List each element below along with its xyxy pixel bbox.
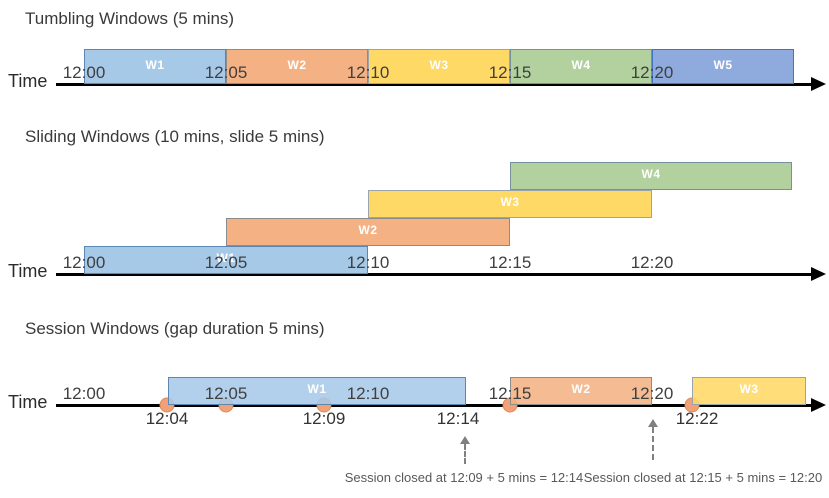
axis-tick-label: 12:20 bbox=[630, 253, 674, 272]
time-axis-line bbox=[56, 404, 812, 407]
time-axis-label: Time bbox=[8, 261, 48, 281]
window-label: W1 bbox=[307, 382, 327, 396]
window-label: W2 bbox=[358, 223, 378, 237]
axis-tick-label: 12:05 bbox=[204, 253, 248, 272]
section-title: Sliding Windows (10 mins, slide 5 mins) bbox=[25, 127, 325, 146]
window-bar-w3: W3 bbox=[368, 49, 510, 84]
session-closed-arrow-icon bbox=[460, 436, 470, 444]
window-label: W3 bbox=[429, 57, 449, 72]
axis-tick-label: 12:10 bbox=[346, 253, 390, 272]
axis-tick-label: 12:20 bbox=[630, 384, 674, 403]
axis-tick-label: 12:20 bbox=[630, 63, 674, 82]
axis-tick-label: 12:00 bbox=[62, 63, 106, 82]
time-axis-label: Time bbox=[8, 71, 48, 91]
axis-arrowhead-icon bbox=[811, 77, 826, 91]
section-title: Tumbling Windows (5 mins) bbox=[25, 9, 235, 28]
event-time-label: 12:04 bbox=[145, 409, 189, 428]
window-bar-w3: W3 bbox=[692, 377, 806, 405]
window-label: W3 bbox=[739, 382, 759, 396]
session-closed-arrow-icon bbox=[648, 419, 658, 427]
window-bar-w1: W1 bbox=[168, 377, 466, 405]
window-bar-w3: W3 bbox=[368, 190, 652, 218]
window-bar-w2: W2 bbox=[226, 49, 368, 84]
time-axis-line bbox=[56, 83, 812, 86]
window-label: W3 bbox=[500, 195, 520, 209]
session-closed-arrow-stem bbox=[464, 444, 466, 464]
window-label: W4 bbox=[571, 57, 591, 72]
window-label: W5 bbox=[713, 57, 733, 72]
window-label: W2 bbox=[287, 57, 307, 72]
window-label: W1 bbox=[145, 57, 165, 72]
axis-tick-label: 12:15 bbox=[488, 384, 532, 403]
window-bar-w1: W1 bbox=[84, 246, 368, 274]
window-bar-w1: W1 bbox=[84, 49, 226, 84]
axis-tick-label: 12:15 bbox=[488, 63, 532, 82]
event-time-label: 12:14 bbox=[436, 409, 480, 428]
axis-tick-label: 12:05 bbox=[204, 384, 248, 403]
window-bar-w2: W2 bbox=[226, 218, 510, 246]
event-time-label: 12:22 bbox=[675, 409, 719, 428]
window-label: W2 bbox=[571, 382, 591, 396]
time-axis-line bbox=[56, 273, 812, 276]
window-label: W4 bbox=[641, 167, 661, 181]
session-closed-arrow-stem bbox=[652, 427, 654, 460]
event-time-label: 12:09 bbox=[302, 409, 346, 428]
axis-tick-label: 12:10 bbox=[346, 384, 390, 403]
axis-tick-label: 12:15 bbox=[488, 253, 532, 272]
session-closed-note: Session closed at 12:09 + 5 mins = 12:14 bbox=[344, 470, 584, 485]
axis-arrowhead-icon bbox=[811, 267, 826, 281]
window-bar-w2: W2 bbox=[510, 377, 652, 405]
axis-tick-label: 12:00 bbox=[62, 253, 106, 272]
axis-arrowhead-icon bbox=[811, 398, 826, 412]
section-title: Session Windows (gap duration 5 mins) bbox=[25, 319, 325, 338]
axis-tick-label: 12:10 bbox=[346, 63, 390, 82]
session-closed-note: Session closed at 12:15 + 5 mins = 12:20 bbox=[583, 470, 823, 485]
window-label: W1 bbox=[216, 251, 236, 265]
time-axis-label: Time bbox=[8, 392, 48, 412]
window-bar-w4: W4 bbox=[510, 49, 652, 84]
window-bar-w4: W4 bbox=[510, 162, 792, 190]
window-bar-w5: W5 bbox=[652, 49, 794, 84]
axis-tick-label: 12:05 bbox=[204, 63, 248, 82]
axis-tick-label: 12:00 bbox=[62, 384, 106, 403]
